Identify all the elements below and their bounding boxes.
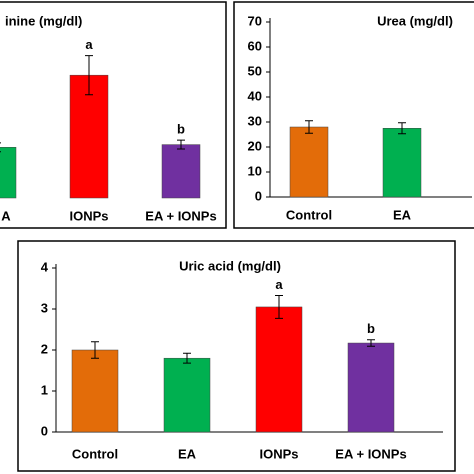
chart-title: inine (mg/dl): [5, 13, 82, 28]
bar: [382, 128, 422, 198]
significance-letter: b: [367, 321, 375, 336]
chart-title: Uric acid (mg/dl): [179, 258, 281, 273]
panel-frame: [0, 1, 227, 229]
error-bar: [305, 120, 313, 134]
x-tick-label: Control: [72, 446, 118, 461]
error-bar: [91, 341, 99, 359]
y-tick-label: 0: [255, 188, 262, 203]
error-bar: [275, 294, 283, 319]
y-tick-label: 4: [41, 259, 49, 274]
significance-letter: b: [177, 122, 185, 137]
y-tick-label: 30: [248, 113, 262, 128]
error-bar: [177, 139, 185, 150]
bar: [71, 349, 119, 433]
panel-frame: [17, 240, 456, 472]
y-tick-label: 0: [41, 423, 48, 438]
bar: [69, 74, 109, 199]
x-tick-label: EA + IONPs: [145, 208, 216, 223]
y-tick-label: 20: [248, 138, 262, 153]
chart-title: Urea (mg/dl): [377, 13, 453, 28]
significance-letter: a: [85, 37, 93, 52]
error-bar: [398, 122, 406, 135]
y-tick-label: 1: [41, 382, 48, 397]
y-tick-label: 60: [248, 38, 262, 53]
y-tick-label: 40: [248, 88, 262, 103]
error-bar: [367, 339, 375, 347]
panel-frame: [233, 1, 474, 229]
error-bar: [183, 352, 191, 364]
x-tick-label: Control: [286, 207, 332, 222]
y-tick-label: 3: [41, 300, 48, 315]
significance-letter: a: [275, 277, 283, 292]
x-tick-label: IONPs: [259, 446, 298, 461]
y-tick-label: 2: [41, 341, 48, 356]
bar: [0, 147, 17, 199]
bar: [161, 144, 201, 199]
bar: [255, 306, 303, 433]
x-tick-label: IONPs: [69, 208, 108, 223]
x-tick-label: EA: [178, 446, 197, 461]
error-bar: [85, 55, 93, 96]
y-tick-label: 70: [248, 13, 262, 28]
y-tick-label: 50: [248, 63, 262, 78]
bar: [289, 126, 329, 198]
x-tick-label: A: [1, 208, 11, 223]
x-tick-label: EA: [393, 207, 412, 222]
x-tick-label: EA + IONPs: [335, 446, 406, 461]
bar: [347, 342, 395, 433]
y-tick-label: 10: [248, 163, 262, 178]
bar: [163, 357, 211, 433]
